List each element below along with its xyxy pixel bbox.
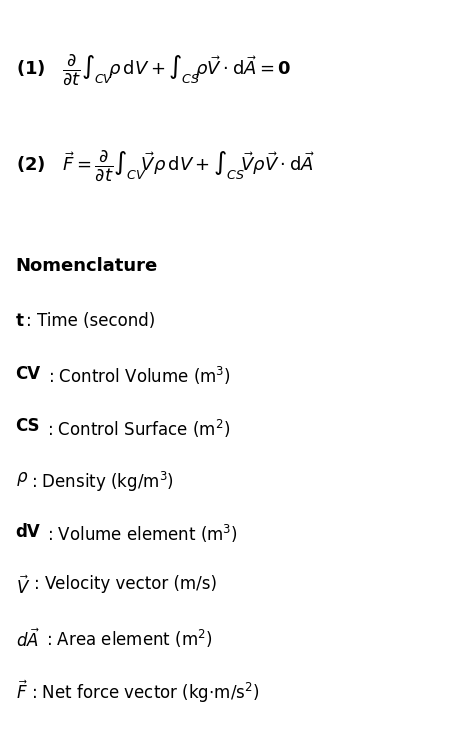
Text: CV: CV: [16, 365, 41, 383]
Text: : Area element (m$^2$): : Area element (m$^2$): [46, 628, 212, 650]
Text: : Volume element (m$^3$): : Volume element (m$^3$): [47, 523, 238, 545]
Text: $\mathbf{(1)}\quad \dfrac{\partial}{\partial t}\int_{CV}\! \rho\,\mathrm{d}V + \: $\mathbf{(1)}\quad \dfrac{\partial}{\par…: [16, 53, 291, 87]
Text: $\vec{V}$: $\vec{V}$: [16, 575, 30, 598]
Text: : Density (kg/m$^3$): : Density (kg/m$^3$): [31, 470, 174, 494]
Text: CS: CS: [16, 418, 40, 435]
Text: Nomenclature: Nomenclature: [16, 258, 158, 275]
Text: t: t: [16, 312, 24, 330]
Text: : Velocity vector (m/s): : Velocity vector (m/s): [34, 575, 217, 593]
Text: $\mathbf{(2)}\quad \vec{F} = \dfrac{\partial}{\partial t}\int_{CV}\! \vec{V}\rho: $\mathbf{(2)}\quad \vec{F} = \dfrac{\par…: [16, 148, 314, 183]
Text: : Control Volume (m$^3$): : Control Volume (m$^3$): [48, 365, 231, 387]
Text: $d\vec{A}$: $d\vec{A}$: [16, 628, 39, 650]
Text: : Control Surface (m$^2$): : Control Surface (m$^2$): [47, 418, 230, 440]
Text: $\vec{F}$: $\vec{F}$: [16, 680, 27, 703]
Text: : Time (second): : Time (second): [26, 312, 155, 330]
Text: : Net force vector (kg$\cdot$m/s$^2$): : Net force vector (kg$\cdot$m/s$^2$): [31, 680, 259, 705]
Text: $\rho$: $\rho$: [16, 470, 28, 488]
Text: dV: dV: [16, 523, 40, 541]
